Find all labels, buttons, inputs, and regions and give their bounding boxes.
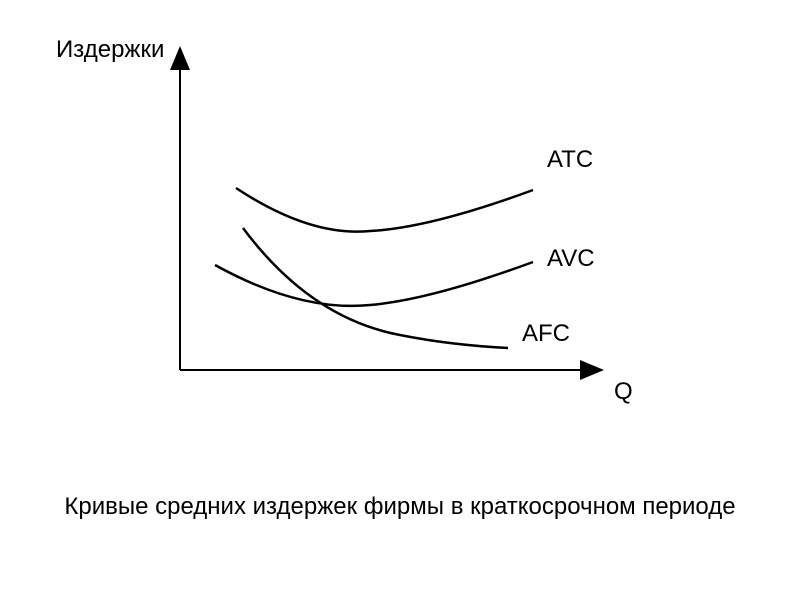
chart-svg: [0, 0, 800, 450]
x-axis-label: Q: [614, 378, 633, 406]
chart-caption: Кривые средних издержек фирмы в краткоср…: [0, 492, 800, 522]
avc-curve: [215, 262, 533, 306]
cost-curves: [215, 188, 533, 348]
afc-label: AFC: [522, 320, 570, 348]
atc-label: ATC: [547, 146, 593, 174]
afc-curve: [243, 228, 508, 348]
avc-label: AVC: [547, 245, 595, 273]
atc-curve: [236, 188, 533, 232]
